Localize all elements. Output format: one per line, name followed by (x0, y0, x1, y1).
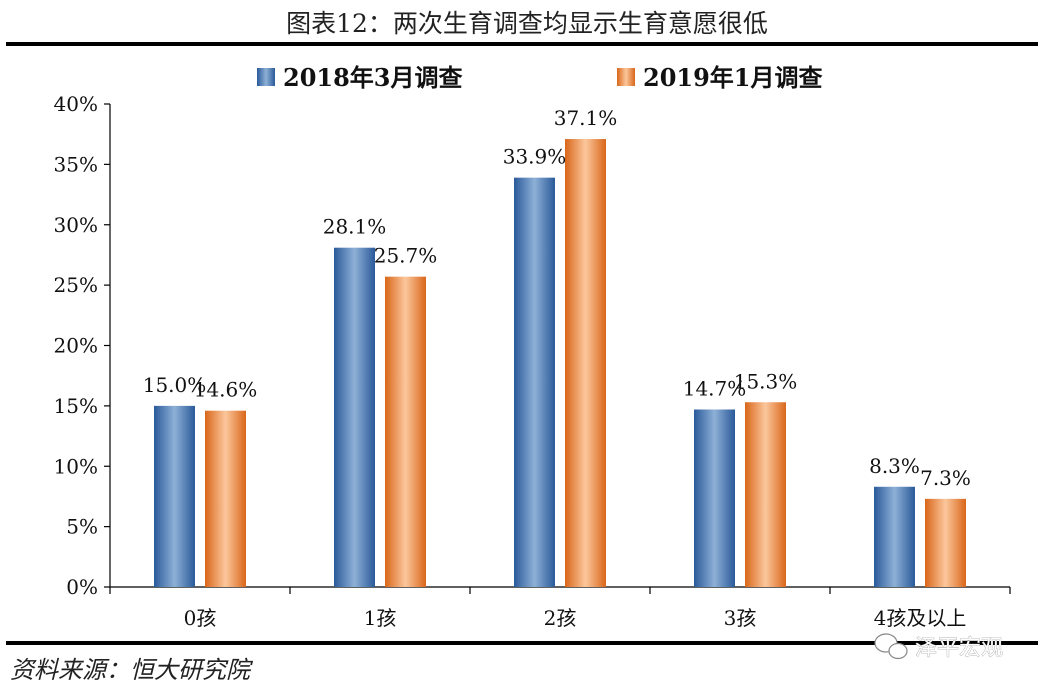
y-tick-label: 5% (66, 515, 98, 539)
legend-label-2019: 2019年1月调查 (643, 63, 823, 92)
y-tick-label: 15% (54, 394, 98, 418)
bar-2019 (745, 402, 786, 587)
y-tick-label: 35% (54, 152, 98, 176)
bar-2018 (154, 405, 195, 587)
data-label: 37.1% (554, 106, 618, 130)
bar-2018 (334, 247, 375, 587)
title-rule (6, 42, 1038, 46)
x-category-label: 1孩 (364, 606, 397, 630)
bar-2019 (385, 276, 426, 587)
data-label: 14.7% (683, 376, 747, 400)
x-category-label: 2孩 (544, 606, 577, 630)
data-label: 7.3% (920, 466, 971, 490)
y-tick-label: 10% (54, 454, 98, 478)
bar-2019 (565, 139, 606, 587)
x-category-label: 4孩及以上 (874, 606, 967, 630)
data-label: 15.3% (734, 369, 798, 393)
bar-2019 (205, 410, 246, 587)
y-tick-label: 25% (54, 273, 98, 297)
watermark: 泽平宏观 (874, 633, 1003, 661)
data-label: 28.1% (323, 215, 387, 239)
y-tick-label: 40% (54, 92, 98, 116)
wechat-icon (874, 633, 908, 660)
x-axis: 0孩 1孩 2孩 3孩 4孩及以上 (109, 586, 1011, 630)
data-label: 33.9% (503, 145, 567, 169)
chart-title: 图表12：两次生育调查均显示生育意愿很低 (286, 9, 768, 38)
bars (154, 139, 966, 587)
legend-swatch-2018 (257, 68, 275, 86)
x-category-label: 0孩 (184, 606, 217, 630)
y-tick-label: 20% (54, 334, 98, 358)
watermark-text: 泽平宏观 (915, 636, 1003, 661)
x-category-label: 3孩 (724, 606, 757, 630)
bar-2018 (874, 486, 915, 587)
data-label: 14.6% (194, 378, 258, 402)
value-labels: 15.0% 28.1% 33.9% 14.7% 8.3% 14.6% 25.7% 37.1% 1… (143, 106, 971, 490)
bar-2018 (514, 177, 555, 587)
source-note: 资料来源：恒大研究院 (10, 656, 254, 684)
data-label: 15.0% (143, 373, 207, 397)
y-tick-label: 30% (54, 213, 98, 237)
y-tick-label: 0% (66, 575, 98, 599)
footer-rule (6, 641, 1038, 645)
legend: 2018年3月调查 2019年1月调查 (257, 63, 823, 92)
y-axis: 0% 5% 10% 15% 20% 25% 30% 35% 40% (54, 92, 111, 599)
bar-2019 (925, 498, 966, 587)
legend-swatch-2019 (617, 68, 635, 86)
bar-2018 (694, 409, 735, 587)
data-label: 8.3% (869, 454, 920, 478)
legend-label-2018: 2018年3月调查 (283, 63, 463, 92)
data-label: 25.7% (374, 244, 438, 268)
